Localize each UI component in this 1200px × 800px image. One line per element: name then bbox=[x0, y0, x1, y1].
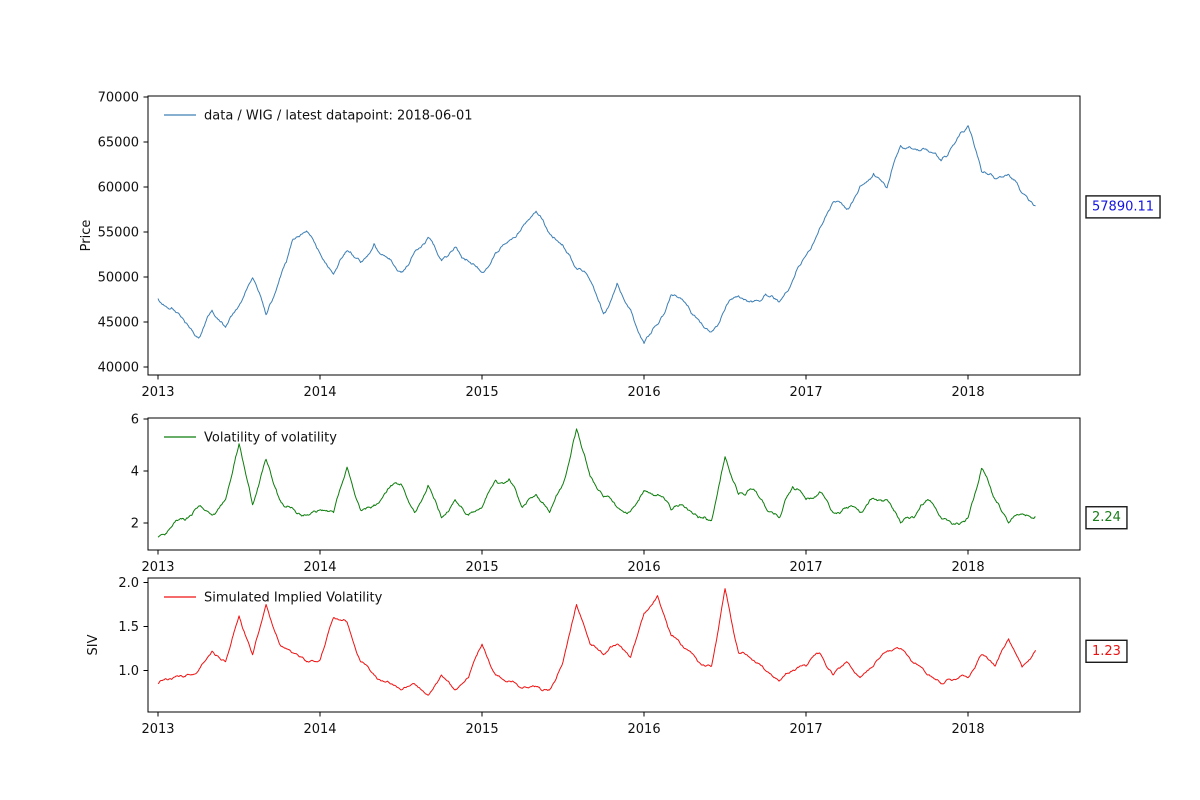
y-tick-label: 55000 bbox=[98, 225, 139, 240]
x-tick-label: 2018 bbox=[952, 385, 985, 400]
y-tick-label: 50000 bbox=[98, 270, 139, 285]
x-tick-label: 2015 bbox=[466, 722, 499, 737]
x-tick-label: 2013 bbox=[141, 722, 174, 737]
y-tick-label: 2.0 bbox=[118, 576, 139, 591]
x-tick-label: 2018 bbox=[952, 560, 985, 575]
siv-chart: 2013 2014 2015 2016 2017 2018 1.0 1.5 2.0 SIV Simu… bbox=[86, 576, 1128, 737]
x-tick-label: 2013 bbox=[141, 385, 174, 400]
x-tick-label: 2014 bbox=[303, 385, 336, 400]
series-line bbox=[157, 428, 1036, 538]
x-tick-label: 2015 bbox=[466, 560, 499, 575]
x-tick-label: 2017 bbox=[790, 560, 823, 575]
x-tick-label: 2017 bbox=[790, 385, 823, 400]
y-axis-label: SIV bbox=[86, 634, 101, 655]
plot-border bbox=[147, 417, 1081, 551]
y-tick-label: 65000 bbox=[98, 135, 139, 150]
annotation-box bbox=[1085, 506, 1128, 530]
y-tick-label: 1.0 bbox=[118, 664, 139, 679]
annotation-value: 2.24 bbox=[1092, 510, 1121, 525]
plot-border bbox=[147, 577, 1081, 713]
y-tick-label: 60000 bbox=[98, 180, 139, 195]
y-tick-label: 1.5 bbox=[118, 620, 139, 635]
annotation-value: 1.23 bbox=[1092, 644, 1121, 659]
annotation-value: 57890.11 bbox=[1092, 199, 1154, 214]
annotation-box bbox=[1085, 639, 1128, 663]
series-line bbox=[157, 125, 1036, 344]
y-tick-label: 4 bbox=[131, 465, 139, 480]
x-tick-label: 2017 bbox=[790, 722, 823, 737]
y-axis-label: Price bbox=[79, 220, 94, 252]
x-tick-label: 2016 bbox=[628, 385, 661, 400]
x-tick-label: 2013 bbox=[141, 560, 174, 575]
vol-of-vol-chart: 2013 2014 2015 2016 2017 2018 2 4 6 Volatility of… bbox=[131, 413, 1128, 575]
last-value-annotation: 2.24 bbox=[1085, 506, 1128, 530]
last-value-annotation: 1.23 bbox=[1085, 639, 1128, 663]
x-tick-label: 2014 bbox=[303, 722, 336, 737]
x-tick-label: 2015 bbox=[466, 385, 499, 400]
series-line bbox=[157, 588, 1037, 696]
x-tick-label: 2016 bbox=[628, 560, 661, 575]
last-value-annotation: 57890.11 bbox=[1085, 195, 1161, 219]
y-tick-label: 45000 bbox=[98, 315, 139, 330]
x-tick-label: 2016 bbox=[628, 722, 661, 737]
legend-label: Simulated Implied Volatility bbox=[204, 591, 383, 606]
y-tick-label: 6 bbox=[131, 413, 139, 428]
y-tick-label: 70000 bbox=[98, 90, 139, 105]
x-tick-label: 2018 bbox=[952, 722, 985, 737]
x-tick-label: 2014 bbox=[303, 560, 336, 575]
legend-label: data / WIG / latest datapoint: 2018-06-0… bbox=[204, 109, 473, 124]
plot-border bbox=[147, 95, 1081, 376]
y-tick-label: 2 bbox=[131, 516, 139, 531]
y-tick-label: 40000 bbox=[98, 360, 139, 375]
annotation-box bbox=[1085, 195, 1161, 219]
legend-label: Volatility of volatility bbox=[204, 431, 337, 446]
price-chart: 2013 2014 2015 2016 2017 2018 40000 45000 50000 5… bbox=[79, 90, 1161, 400]
